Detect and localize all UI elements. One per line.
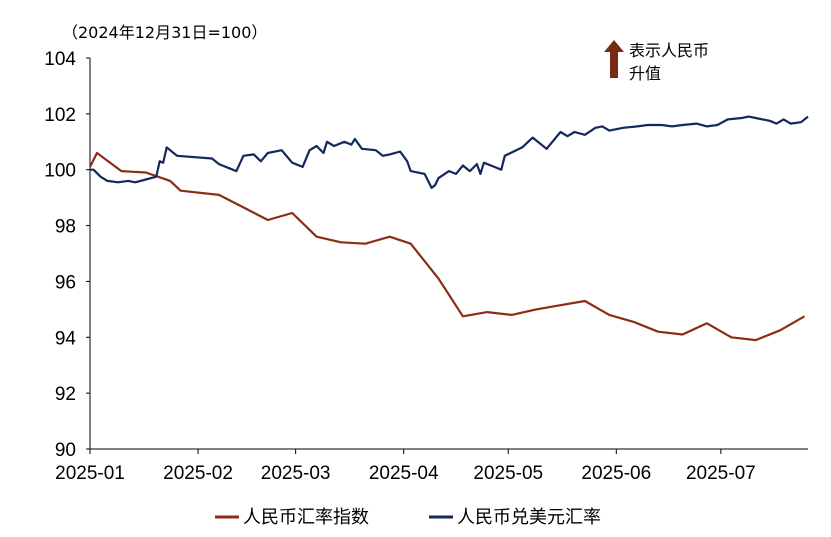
y-tick-label: 90 xyxy=(55,440,76,461)
x-tick-label: 2025-07 xyxy=(686,463,756,484)
legend-label-rmb-usd: 人民币兑美元汇率 xyxy=(457,507,601,528)
series-layer xyxy=(89,115,809,342)
y-tick-label: 98 xyxy=(55,217,76,238)
x-tick-label: 2025-04 xyxy=(369,463,439,484)
x-tick-label: 2025-03 xyxy=(261,463,331,484)
y-tick-label: 96 xyxy=(55,272,76,293)
series-line-rmb-usd xyxy=(90,115,809,189)
up-arrow-icon xyxy=(604,40,624,78)
y-tick-label: 104 xyxy=(44,49,76,70)
arrow-note-line-1: 表示人民币 xyxy=(629,41,709,60)
x-tick-label: 2025-02 xyxy=(163,463,233,484)
x-tick-label: 2025-05 xyxy=(473,463,543,484)
arrow-note-line-2: 升值 xyxy=(629,64,661,83)
y-tick-label: 102 xyxy=(44,105,76,126)
x-tick-label: 2025-01 xyxy=(55,463,125,484)
y-tick-label: 100 xyxy=(44,161,76,182)
axes: 90 92 94 96 98 100 102 104 2025-01 2025-02 2025-03… xyxy=(44,49,808,484)
appreciation-note: 表示人民币 升值 xyxy=(604,40,709,83)
x-tick-label: 2025-06 xyxy=(581,463,651,484)
y-tick-label: 92 xyxy=(55,384,76,405)
base-note: （2024年12月31日=100） xyxy=(62,23,267,42)
series-line-renminbi-index xyxy=(89,151,806,342)
legend-label-renminbi-index: 人民币汇率指数 xyxy=(243,507,369,528)
legend: 人民币汇率指数 人民币兑美元汇率 xyxy=(215,507,601,528)
y-tick-label: 94 xyxy=(55,328,77,349)
